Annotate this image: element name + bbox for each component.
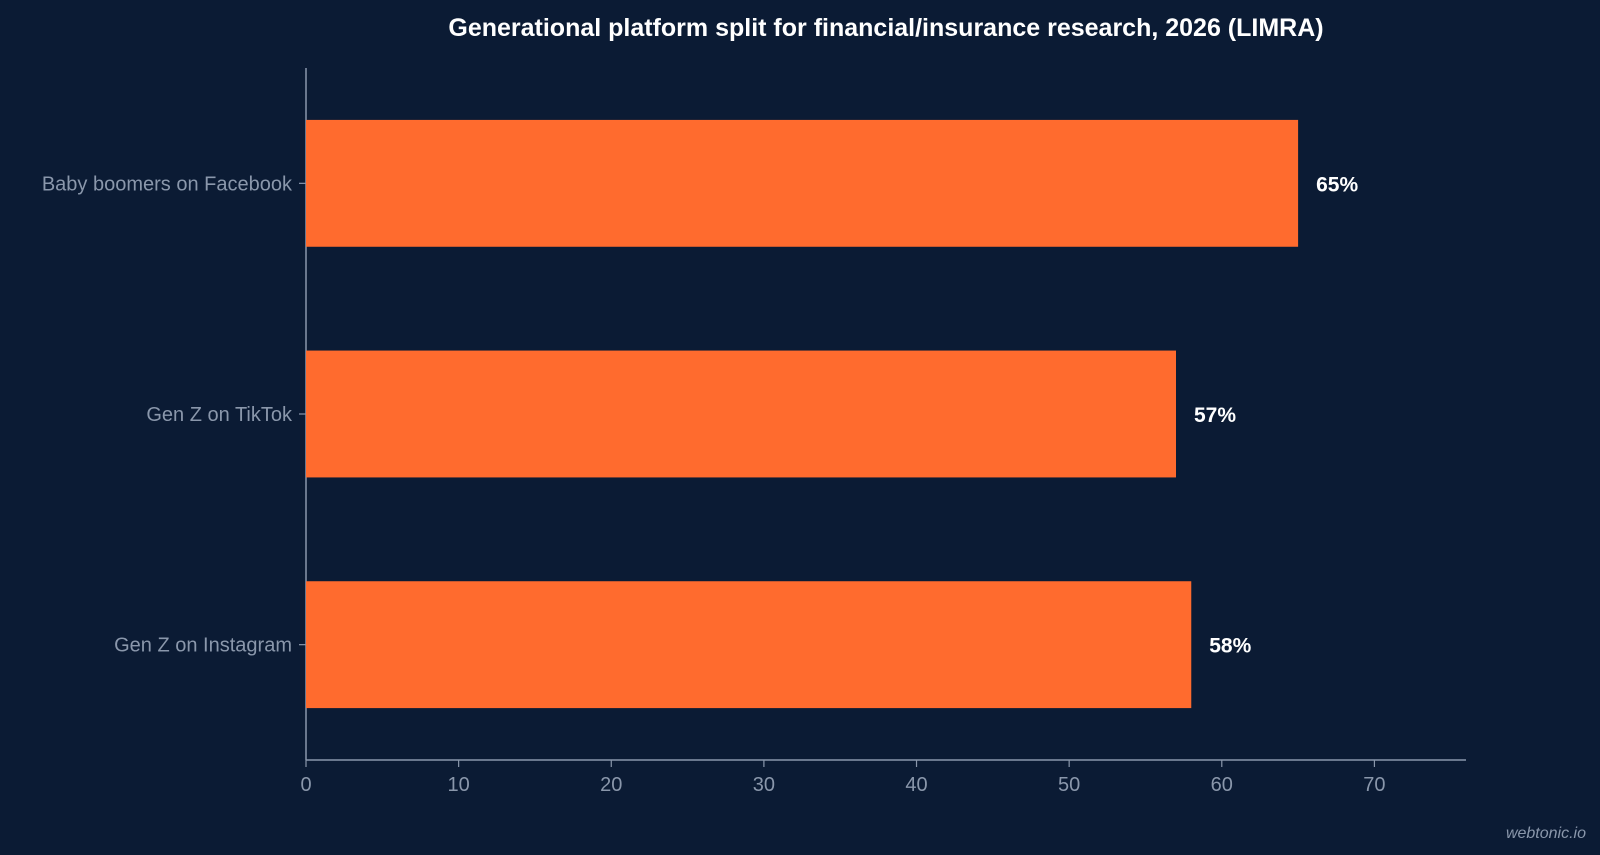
data-label: 58%	[1209, 635, 1251, 658]
data-label: 57%	[1194, 404, 1236, 427]
x-tick-label: 50	[1058, 774, 1080, 796]
x-tick-label: 20	[600, 774, 622, 796]
bar	[306, 119, 1299, 247]
x-tick-label: 60	[1211, 774, 1233, 796]
bar	[306, 581, 1192, 709]
x-tick-label: 40	[905, 774, 927, 796]
plot-area: 0 10 20 30 40 50 60 70 Baby boomers on Facebook 6…	[42, 68, 1466, 796]
bar	[306, 350, 1176, 478]
x-tick-label: 10	[448, 774, 470, 796]
x-tick-label: 70	[1363, 774, 1385, 796]
data-label: 65%	[1316, 173, 1358, 196]
x-tick-label: 0	[300, 774, 311, 796]
y-tick-label: Gen Z on TikTok	[146, 404, 293, 426]
x-tick-label: 30	[753, 774, 775, 796]
chart-title: Generational platform split for financia…	[448, 14, 1323, 42]
watermark: webtonic.io	[1505, 825, 1586, 842]
y-tick-label: Gen Z on Instagram	[114, 635, 292, 657]
y-tick-label: Baby boomers on Facebook	[42, 173, 293, 195]
